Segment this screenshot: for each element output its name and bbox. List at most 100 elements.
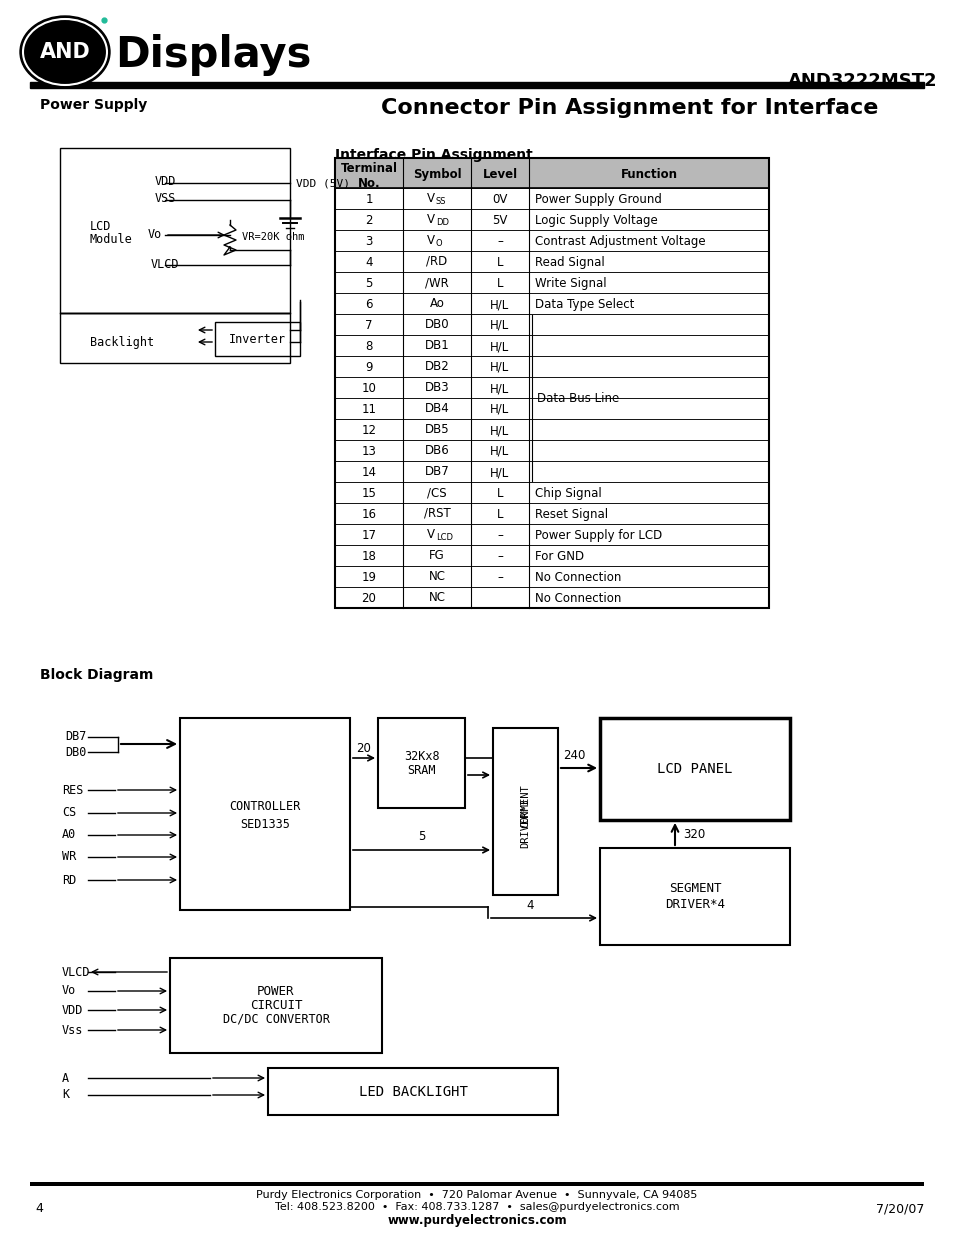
Text: DB0: DB0 [65,746,87,758]
Text: Write Signal: Write Signal [535,277,606,290]
Text: DB2: DB2 [424,359,449,373]
Text: DB4: DB4 [424,403,449,415]
Text: V: V [427,191,435,205]
Bar [335,158,768,608]
Text: Power Supply: Power Supply [40,98,147,112]
Text: Logic Supply Voltage: Logic Supply Voltage [535,214,657,227]
Text: Contrast Adjustment Voltage: Contrast Adjustment Voltage [535,235,705,248]
Text: Block Diagram: Block Diagram [40,668,153,682]
Text: /RST: /RST [423,508,450,520]
Text: –: – [497,529,502,542]
Text: Displays: Displays [115,35,311,77]
Text: L: L [497,487,503,500]
Text: Level: Level [482,168,517,182]
Bar [335,524,768,545]
Text: LCD: LCD [90,220,112,233]
Bar [335,440,768,461]
Text: /RD: /RD [426,254,447,268]
Text: 14: 14 [361,466,376,479]
Text: A: A [62,1072,69,1084]
Text: SRAM: SRAM [407,763,436,777]
Text: CS: CS [62,806,76,820]
Bar [170,958,381,1053]
Text: LCD PANEL: LCD PANEL [657,762,732,776]
Text: H/L: H/L [490,403,509,416]
Text: DC/DC CONVERTOR: DC/DC CONVERTOR [222,1013,329,1026]
Text: VLCD: VLCD [151,258,179,270]
Bar [335,335,768,356]
Text: Inverter: Inverter [229,333,285,346]
Bar [377,718,464,808]
Text: V: V [427,212,435,226]
Text: 240: 240 [562,748,585,762]
Text: For GND: For GND [535,550,583,563]
Text: V: V [427,529,435,541]
Text: 2: 2 [365,214,373,227]
Text: 4: 4 [35,1202,43,1215]
Text: Data Bus Line: Data Bus Line [537,391,618,405]
Text: L: L [497,256,503,269]
Text: H/L: H/L [490,298,509,311]
Text: V: V [427,233,435,247]
Bar [335,377,768,398]
Bar [335,587,768,608]
Text: Chip Signal: Chip Signal [535,487,601,500]
Text: K: K [62,1088,69,1102]
Text: DB6: DB6 [424,445,449,457]
Text: 32Kx8: 32Kx8 [403,751,438,763]
Text: –: – [497,571,502,584]
Text: DD: DD [436,219,449,227]
Bar [335,419,768,440]
Text: DRIVER*4: DRIVER*4 [664,898,724,911]
Text: RES: RES [62,783,83,797]
Bar [30,82,923,88]
Text: CONTROLLER: CONTROLLER [229,799,300,813]
Bar [493,727,558,895]
Text: H/L: H/L [490,466,509,479]
Text: Vo: Vo [62,984,76,998]
Bar [30,1182,923,1186]
Bar [335,545,768,566]
Bar [335,398,768,419]
Bar [335,230,768,251]
Text: 15: 15 [361,487,376,500]
Text: 4: 4 [365,256,373,269]
Text: www.purdyelectronics.com: www.purdyelectronics.com [387,1214,566,1228]
Text: No Connection: No Connection [535,571,620,584]
Text: 7/20/07: 7/20/07 [875,1202,923,1215]
Text: L: L [497,508,503,521]
Text: Power Supply Ground: Power Supply Ground [535,193,661,206]
Bar [335,314,768,335]
Text: –: – [497,550,502,563]
Text: VSS: VSS [154,191,175,205]
Text: SED1335: SED1335 [240,818,290,830]
Text: Data Type Select: Data Type Select [535,298,634,311]
Text: 13: 13 [361,445,376,458]
Bar [335,503,768,524]
Text: VDD (5V): VDD (5V) [295,178,350,188]
Text: H/L: H/L [490,319,509,332]
Text: AND3222MST2: AND3222MST2 [787,72,937,90]
Bar [268,1068,558,1115]
Bar [335,188,768,209]
Text: 1: 1 [365,193,373,206]
Text: Vo: Vo [148,228,162,241]
Text: No Connection: No Connection [535,592,620,605]
Text: DB5: DB5 [424,424,449,436]
Text: H/L: H/L [490,361,509,374]
Text: 10: 10 [361,382,376,395]
Ellipse shape [20,16,110,88]
Bar [335,272,768,293]
Text: 8: 8 [365,340,373,353]
Text: 6: 6 [365,298,373,311]
Text: Module: Module [90,233,132,246]
Bar [335,293,768,314]
Text: 7: 7 [365,319,373,332]
Bar [599,848,789,945]
Text: NC: NC [428,571,445,583]
Bar [60,148,290,312]
Text: 12: 12 [361,424,376,437]
Text: 4: 4 [526,899,533,911]
Text: DB3: DB3 [424,382,449,394]
Text: COMMENT: COMMENT [520,784,530,829]
